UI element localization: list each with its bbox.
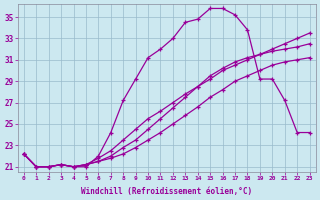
X-axis label: Windchill (Refroidissement éolien,°C): Windchill (Refroidissement éolien,°C) <box>81 187 252 196</box>
